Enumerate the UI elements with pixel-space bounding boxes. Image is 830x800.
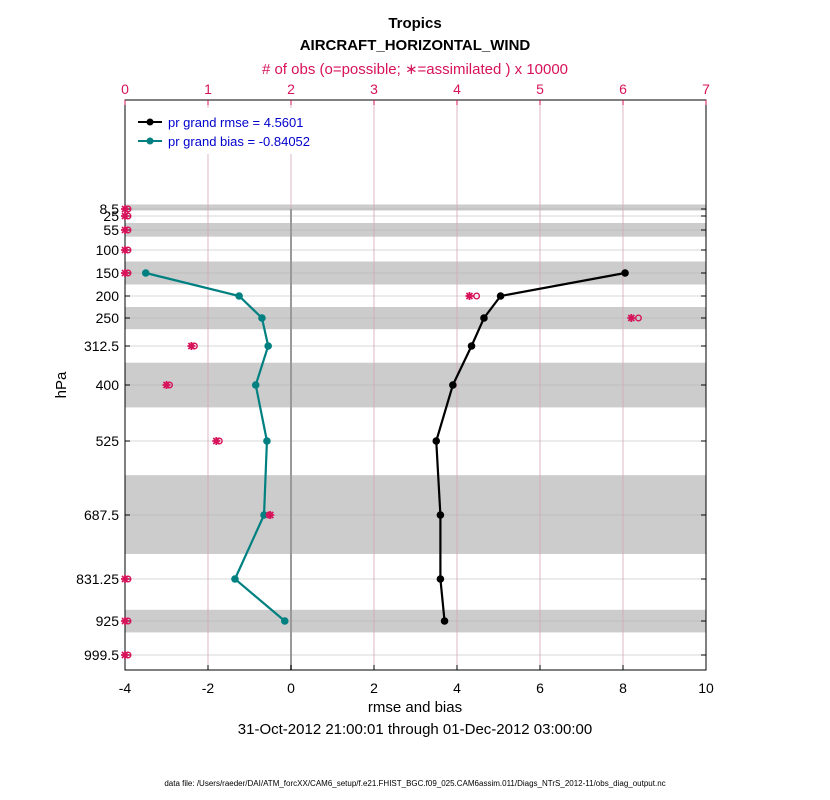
obs-assimilated-marker (212, 437, 221, 445)
rmse-point (436, 511, 445, 519)
obs-assimilated-marker (121, 617, 129, 625)
y-tick-label: 999.5 (84, 647, 119, 663)
x-tick-label: -4 (119, 680, 132, 696)
bias-point (280, 617, 289, 625)
y-axis-label: hPa (53, 371, 70, 398)
data-file-footer: data file: /Users/raeder/DAI/ATM_forcXX/… (164, 779, 665, 788)
rmse-point (440, 617, 449, 625)
legend-rmse-marker (146, 118, 154, 126)
obs-assimilated-marker (187, 342, 196, 350)
top-tick-label: 2 (287, 81, 295, 97)
x-tick-label: 10 (698, 680, 714, 696)
obs-assimilated-marker (465, 292, 474, 300)
obs-assimilated-marker (121, 226, 129, 234)
y-tick-label: 25 (103, 208, 119, 224)
legend: pr grand rmse = 4.5601 pr grand bias = -… (130, 108, 340, 154)
obs-assimilated-marker (121, 212, 129, 220)
x-tick-label: 2 (370, 680, 378, 696)
rmse-point (621, 269, 629, 277)
legend-rmse-label: pr grand rmse = 4.5601 (168, 115, 304, 130)
x-tick-label: 0 (287, 680, 295, 696)
rmse-point (432, 437, 441, 445)
top-axis-label: # of obs (o=possible; ∗=assimilated ) x … (262, 61, 568, 78)
x-tick-label: 6 (536, 680, 544, 696)
pressure-band (125, 475, 706, 554)
chart-title: Tropics (388, 15, 441, 32)
rmse-point (436, 575, 445, 583)
y-tick-label: 100 (96, 242, 120, 258)
top-tick-label: 7 (702, 81, 710, 97)
legend-box (130, 108, 340, 154)
obs-assimilated-marker (121, 246, 129, 254)
legend-bias-marker (146, 137, 154, 145)
x-tick-label: 4 (453, 680, 461, 696)
obs-assimilated-marker (121, 205, 129, 213)
grid-lines (125, 100, 706, 670)
y-tick-label: 150 (96, 265, 120, 281)
bias-point (141, 269, 150, 277)
y-tick-label: 925 (96, 613, 120, 629)
bias-point (264, 342, 272, 350)
x-tick-label: 8 (619, 680, 627, 696)
obs-assimilated-marker (121, 575, 129, 583)
x-axis-label: rmse and bias (368, 699, 462, 716)
rmse-point (480, 314, 488, 322)
top-tick-label: 1 (204, 81, 212, 97)
axis-ticks: -4 -2 0 2 4 6 8 100 1 2 3 4 5 6 78.5255510015020025031… (76, 81, 714, 696)
legend-bias-label: pr grand bias = -0.84052 (168, 134, 310, 149)
y-tick-label: 8.5 (100, 201, 120, 217)
bias-point (258, 314, 266, 322)
bias-point (263, 437, 271, 445)
date-range-label: 31-Oct-2012 21:00:01 through 01-Dec-2012… (238, 721, 592, 738)
obs-possible-marker (634, 314, 642, 322)
shaded-bands (125, 204, 706, 633)
obs-count-markers (121, 205, 642, 659)
top-tick-label: 6 (619, 81, 627, 97)
obs-assimilated-marker (627, 314, 636, 322)
y-tick-label: 312.5 (84, 338, 119, 354)
bias-point (235, 292, 243, 300)
pressure-band (125, 204, 706, 211)
obs-assimilated-marker (121, 651, 129, 659)
y-tick-label: 55 (103, 222, 119, 238)
y-tick-label: 831.25 (76, 571, 119, 587)
rmse-point (449, 381, 457, 389)
obs-assimilated-marker (266, 511, 275, 519)
data-series (141, 269, 629, 625)
y-tick-label: 525 (96, 433, 120, 449)
x-tick-label: -2 (202, 680, 215, 696)
y-tick-label: 250 (96, 310, 120, 326)
y-tick-label: 687.5 (84, 507, 119, 523)
bias-point (260, 511, 268, 519)
top-tick-label: 5 (536, 81, 544, 97)
obs-assimilated-marker (121, 269, 129, 277)
y-tick-label: 200 (96, 288, 120, 304)
rmse-point (467, 342, 476, 350)
chart-subtitle: AIRCRAFT_HORIZONTAL_WIND (300, 37, 531, 54)
y-tick-label: 400 (96, 377, 120, 393)
bias-point (231, 575, 239, 583)
obs-assimilated-marker (162, 381, 171, 389)
top-tick-label: 4 (453, 81, 461, 97)
top-tick-label: 3 (370, 81, 378, 97)
rmse-point (496, 292, 505, 300)
top-tick-label: 0 (121, 81, 129, 97)
bias-point (251, 381, 260, 389)
obs-possible-marker (473, 292, 481, 300)
